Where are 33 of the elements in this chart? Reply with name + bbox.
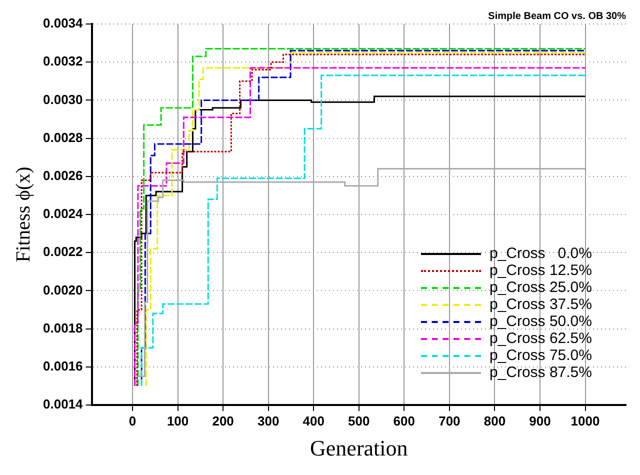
x-tick-label: 400: [302, 413, 324, 428]
legend-label: p_Cross 50.0%: [489, 313, 592, 330]
legend-label: p_Cross 12.5%: [489, 262, 592, 279]
y-tick-label: 0.0020: [42, 282, 83, 298]
legend-label: p_Cross 0.0%: [489, 245, 592, 262]
x-tick-label: 900: [529, 413, 551, 428]
y-tick-label: 0.0014: [42, 396, 84, 412]
x-tick-label: 700: [438, 413, 460, 428]
x-axis-title: Generation: [310, 436, 408, 461]
x-tick-label: 1000: [570, 413, 600, 428]
legend-label: p_Cross 37.5%: [489, 296, 592, 313]
x-tick-label: 200: [212, 413, 234, 428]
y-tick-label: 0.0022: [42, 244, 83, 260]
legend-label: p_Cross 25.0%: [489, 279, 592, 296]
y-tick-label: 0.0030: [42, 92, 83, 107]
x-tick-label: 600: [393, 413, 416, 428]
y-tick-label: 0.0026: [42, 168, 83, 183]
x-tick-label: 100: [166, 413, 189, 428]
x-tick-label: 500: [348, 413, 370, 428]
x-tick-label: 0: [128, 413, 136, 428]
legend-label: p_Cross 75.0%: [489, 347, 592, 364]
x-tick-label: 800: [484, 413, 506, 428]
y-axis-title: Fitness ϕ(x): [12, 166, 34, 262]
legend-label: p_Cross 87.5%: [489, 364, 592, 381]
y-tick-label: 0.0018: [42, 320, 83, 336]
y-tick-label: 0.0028: [42, 130, 83, 145]
y-tick-label: 0.0024: [42, 206, 84, 222]
y-tick-label: 0.0016: [42, 358, 83, 374]
y-tick-label: 0.0034: [42, 16, 84, 31]
x-tick-label: 300: [257, 413, 280, 428]
chart-title: Simple Beam CO vs. OB 30%: [488, 10, 626, 22]
y-tick-label: 0.0032: [42, 54, 83, 69]
legend-label: p_Cross 62.5%: [489, 330, 592, 347]
